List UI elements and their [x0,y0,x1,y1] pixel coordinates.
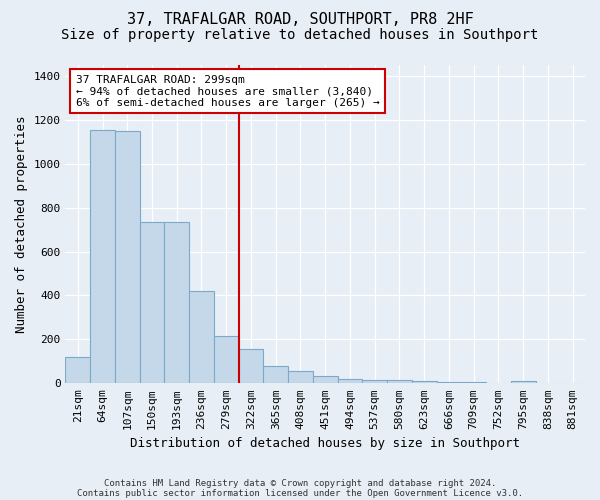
Text: 37, TRAFALGAR ROAD, SOUTHPORT, PR8 2HF: 37, TRAFALGAR ROAD, SOUTHPORT, PR8 2HF [127,12,473,28]
Bar [140,222,164,384]
Bar [387,380,412,384]
Bar [338,379,362,384]
Text: Contains public sector information licensed under the Open Government Licence v3: Contains public sector information licen… [77,488,523,498]
Text: Size of property relative to detached houses in Southport: Size of property relative to detached ho… [61,28,539,42]
Bar [511,381,536,384]
Bar [437,382,461,384]
Bar [115,132,140,384]
Bar [288,371,313,384]
Bar [263,366,288,384]
Bar [189,291,214,384]
Bar [313,376,338,384]
Bar [164,222,189,384]
Text: 37 TRAFALGAR ROAD: 299sqm
← 94% of detached houses are smaller (3,840)
6% of sem: 37 TRAFALGAR ROAD: 299sqm ← 94% of detac… [76,74,380,108]
Bar [214,336,239,384]
Bar [362,380,387,384]
Bar [239,350,263,384]
Bar [412,381,437,384]
X-axis label: Distribution of detached houses by size in Southport: Distribution of detached houses by size … [130,437,520,450]
Y-axis label: Number of detached properties: Number of detached properties [15,116,28,333]
Bar [65,357,90,384]
Bar [461,382,486,384]
Text: Contains HM Land Registry data © Crown copyright and database right 2024.: Contains HM Land Registry data © Crown c… [104,478,496,488]
Bar [90,130,115,384]
